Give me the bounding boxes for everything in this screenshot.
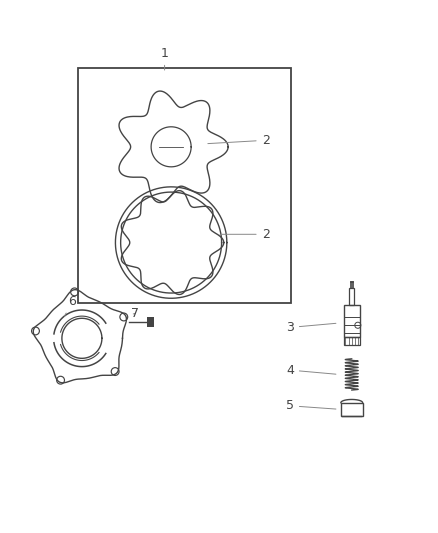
- Bar: [344, 337, 360, 345]
- Text: 2: 2: [208, 134, 269, 147]
- Bar: [341, 403, 363, 416]
- Text: 2: 2: [220, 228, 269, 241]
- Text: 3: 3: [286, 321, 336, 334]
- Text: 6: 6: [64, 295, 76, 316]
- Bar: [344, 304, 360, 337]
- Text: 7: 7: [131, 307, 139, 320]
- Bar: [350, 288, 354, 304]
- Text: 4: 4: [286, 364, 336, 377]
- Text: 5: 5: [286, 399, 336, 412]
- Bar: [147, 317, 154, 327]
- Bar: [78, 68, 291, 303]
- Text: 1: 1: [161, 47, 169, 70]
